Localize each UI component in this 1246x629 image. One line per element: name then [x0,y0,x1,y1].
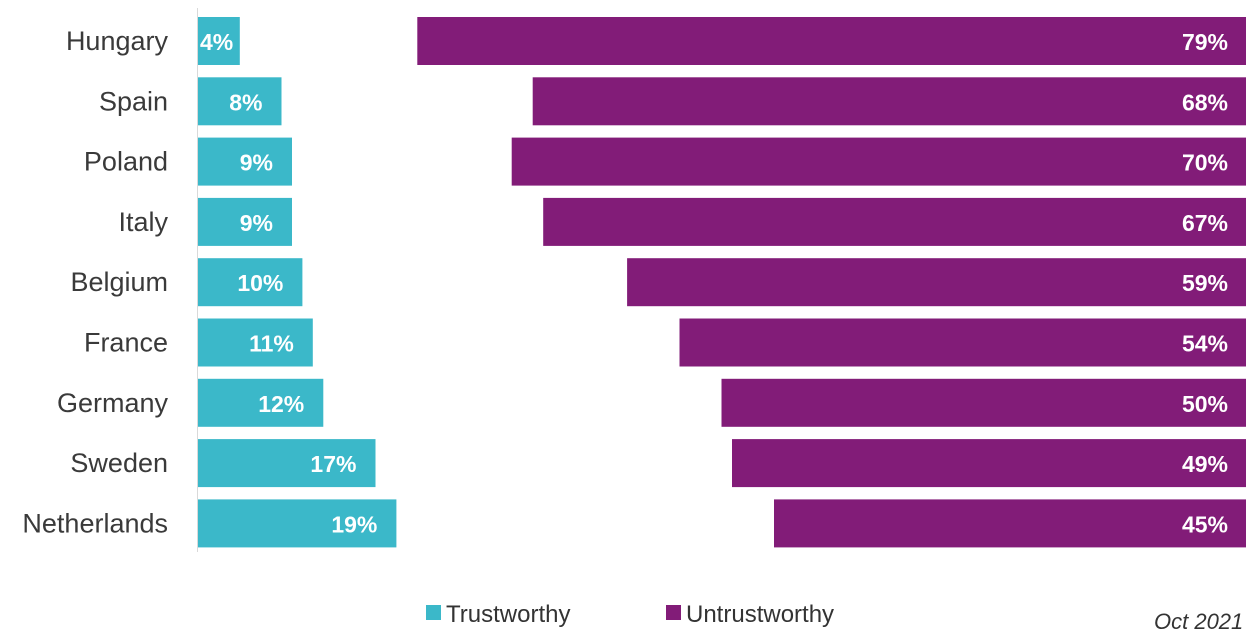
legend-swatch-untrustworthy [666,605,681,620]
legend-label-untrustworthy: Untrustworthy [686,601,834,628]
bar-trustworthy-belgium [198,258,303,307]
category-label-netherlands: Netherlands [22,508,168,538]
bar-untrustworthy-germany [721,378,1246,427]
bar-trustworthy-hungary [198,17,240,65]
category-label-poland: Poland [84,147,168,177]
bar-trustworthy-france [198,318,313,367]
data-label-trustworthy-spain: 8% [229,89,262,115]
bar-untrustworthy-poland [511,137,1246,186]
data-label-trustworthy-belgium: 10% [237,270,283,296]
bar-trustworthy-sweden [198,439,376,488]
bars-layer: 4% 79% 8% 68% 9% 70% 9% 67% 10% 59% 11% 54% 12% 50% 17… [198,17,1246,548]
data-label-trustworthy-poland: 9% [240,150,273,176]
data-label-trustworthy-italy: 9% [240,210,273,236]
data-label-untrustworthy-netherlands: 45% [1182,511,1228,537]
legend: Trustworthy Untrustworthy [426,601,834,628]
category-label-sweden: Sweden [70,448,168,478]
bar-trustworthy-germany [198,378,324,427]
data-label-trustworthy-germany: 12% [258,391,304,417]
date-note: Oct 2021 [1154,609,1243,629]
bar-trustworthy-italy [198,197,292,246]
bar-trustworthy-spain [198,77,282,126]
bar-trustworthy-netherlands [198,499,397,548]
data-label-untrustworthy-germany: 50% [1182,391,1228,417]
category-label-spain: Spain [99,86,168,116]
bar-untrustworthy-france [679,318,1246,367]
bar-trustworthy-poland [198,137,292,186]
bar-untrustworthy-italy [543,197,1246,246]
data-label-trustworthy-france: 11% [249,331,294,357]
category-label-italy: Italy [118,207,168,237]
data-label-trustworthy-netherlands: 19% [331,511,377,537]
data-label-untrustworthy-france: 54% [1182,331,1228,357]
category-label-belgium: Belgium [70,267,168,297]
data-label-trustworthy-sweden: 17% [310,451,356,477]
data-label-trustworthy-hungary: 4% [200,29,233,55]
data-label-untrustworthy-italy: 67% [1182,210,1228,236]
data-label-untrustworthy-sweden: 49% [1182,451,1228,477]
bar-untrustworthy-belgium [627,258,1246,307]
axis-layer: Hungary Spain Poland Italy Belgium France Germ… [22,8,198,552]
bar-untrustworthy-netherlands [774,499,1246,548]
legend-label-trustworthy: Trustworthy [446,601,570,628]
bar-untrustworthy-spain [532,77,1246,126]
category-label-hungary: Hungary [66,26,169,56]
legend-swatch-trustworthy [426,605,441,620]
category-label-france: France [84,328,168,358]
data-label-untrustworthy-spain: 68% [1182,89,1228,115]
data-label-untrustworthy-poland: 70% [1182,150,1228,176]
category-label-germany: Germany [57,388,169,418]
bar-untrustworthy-sweden [732,439,1246,488]
data-label-untrustworthy-hungary: 79% [1182,29,1228,55]
data-label-untrustworthy-belgium: 59% [1182,270,1228,296]
bar-untrustworthy-hungary [417,17,1246,65]
